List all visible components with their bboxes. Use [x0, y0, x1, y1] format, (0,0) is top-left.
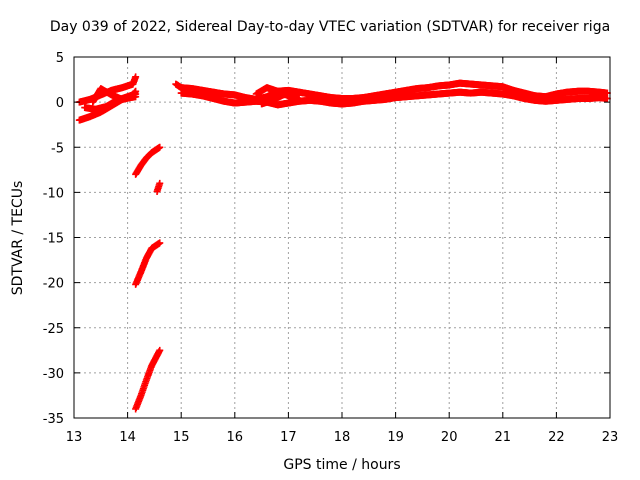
grid-lines	[74, 57, 610, 418]
series-segment	[89, 85, 140, 106]
data-point	[156, 143, 164, 151]
data-point	[290, 88, 298, 96]
series-segment	[153, 179, 164, 195]
x-tick-label: 13	[66, 430, 83, 445]
y-tick-label: -35	[43, 412, 64, 427]
y-tick-label: -10	[43, 186, 64, 201]
data-point	[132, 93, 140, 101]
x-tick-label: 15	[173, 430, 190, 445]
x-tick-label: 17	[280, 430, 297, 445]
y-tick-label: -15	[43, 232, 64, 247]
x-tick-label: 19	[387, 430, 404, 445]
x-axis-label: GPS time / hours	[283, 457, 401, 473]
data-point	[156, 346, 164, 354]
y-tick-label: -30	[43, 367, 64, 382]
series-segment	[132, 346, 164, 413]
series-segment	[132, 143, 164, 178]
series-segment	[258, 88, 298, 108]
data-point	[295, 95, 303, 103]
y-tick-label: 0	[56, 96, 64, 111]
x-tick-label: 20	[441, 430, 458, 445]
data-point	[132, 73, 140, 81]
x-tick-label: 22	[548, 430, 565, 445]
data-point	[156, 239, 164, 247]
chart-title: Day 039 of 2022, Sidereal Day-to-day VTE…	[49, 19, 611, 35]
data-series-sdtvar	[75, 73, 611, 413]
y-tick-label: 5	[56, 51, 64, 66]
x-tick-label: 16	[227, 430, 244, 445]
series-segment	[177, 88, 611, 109]
y-tick-label: -25	[43, 322, 64, 337]
x-tick-label: 18	[334, 430, 351, 445]
y-tick-label: -5	[51, 141, 64, 156]
x-tick-label: 14	[119, 430, 136, 445]
x-tick-label: 21	[495, 430, 512, 445]
data-point	[156, 179, 164, 187]
axis-ticks: 13 14 15 16 17 18 19 20 21 22 23 5 0 -5 -10 -15 -20 -25 -3…	[43, 51, 619, 445]
series-segment	[132, 239, 164, 288]
y-tick-label: -20	[43, 277, 64, 292]
x-tick-label: 23	[602, 430, 619, 445]
y-axis-label: SDTVAR / TECUs	[10, 180, 26, 296]
